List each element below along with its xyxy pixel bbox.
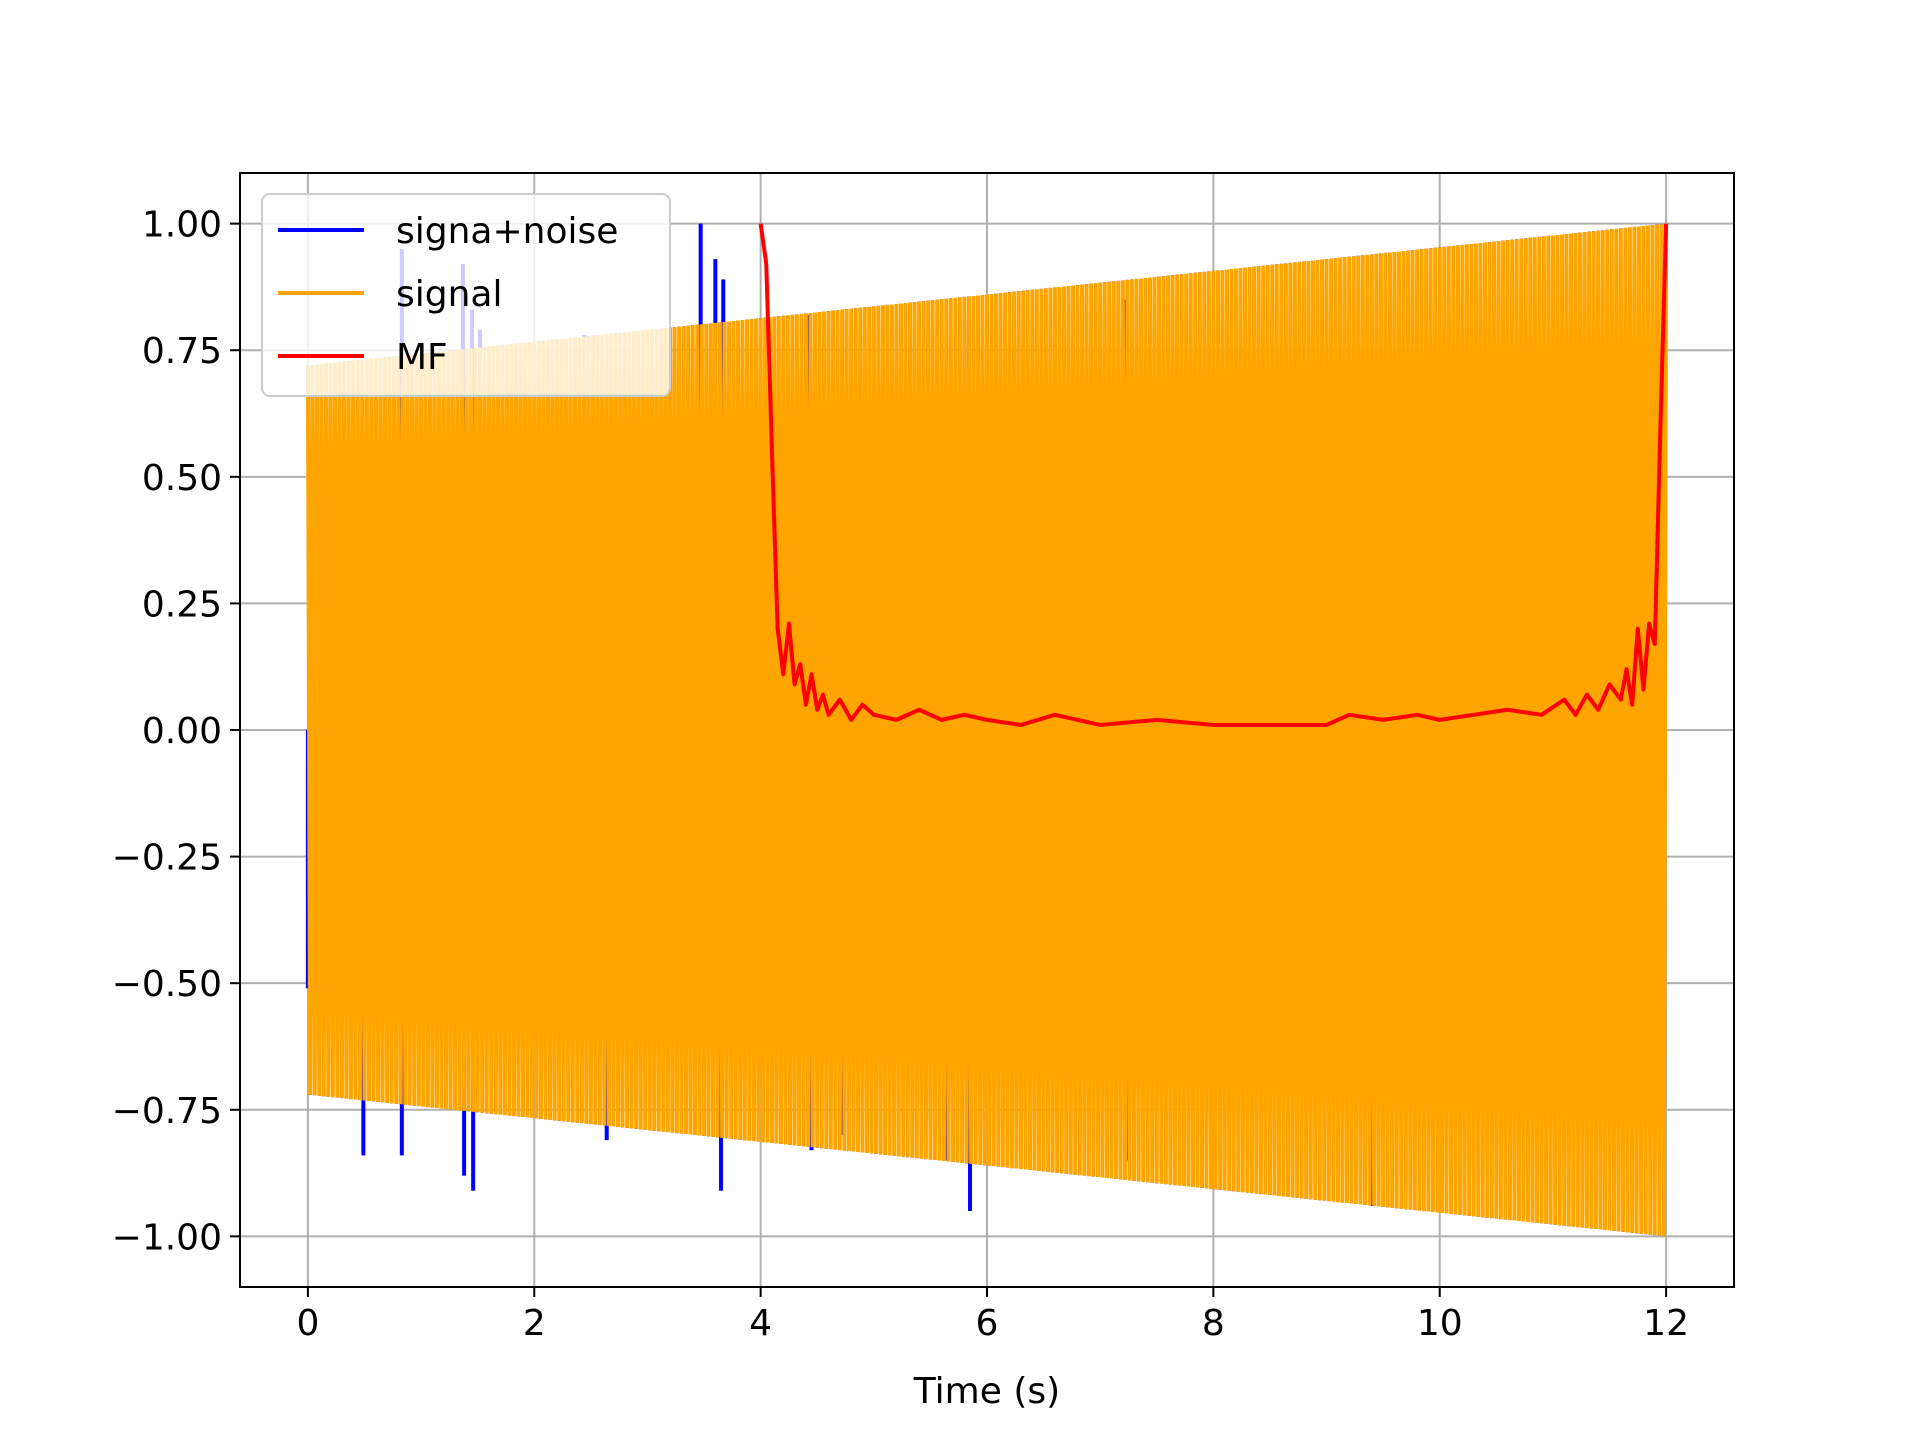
y-tick-label: −1.00 [112,1217,222,1258]
x-tick-label: 2 [523,1303,546,1344]
y-tick-label: −0.25 [112,838,222,879]
legend-box [261,193,671,397]
x-tick-label: 8 [1202,1303,1225,1344]
y-tick-label: 0.00 [142,711,222,752]
legend-label-signal: signal [396,274,503,315]
legend-label-signa-noise: signa+noise [396,211,618,252]
y-tick-label: 1.00 [142,205,222,246]
data-layer [305,223,1669,1237]
y-tick-label: 0.75 [142,331,222,372]
ticks: 0 2 4 6 8 10 12 1.00 0.75 0.50 0.25 0.00 −0.25 −0.50 −… [112,205,1689,1344]
y-tick-label: −0.50 [112,964,222,1005]
y-tick-label: −0.75 [112,1091,222,1132]
x-tick-label: 10 [1417,1303,1463,1344]
legend-label-mf: MF [396,337,448,378]
legend: signa+noise signal MF [261,193,671,397]
series-mf-line [758,223,1669,727]
x-axis-label: Time (s) [913,1371,1060,1412]
y-tick-label: 0.25 [142,584,222,625]
x-tick-label: 4 [749,1303,772,1344]
x-tick-label: 12 [1643,1303,1689,1344]
y-tick-label: 0.50 [142,458,222,499]
x-tick-label: 6 [976,1303,999,1344]
x-tick-label: 0 [296,1303,319,1344]
